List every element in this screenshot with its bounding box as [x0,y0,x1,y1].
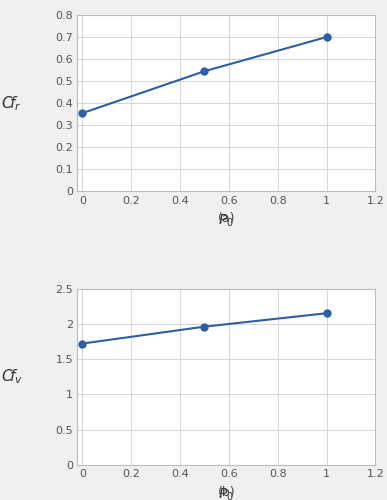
X-axis label: $P_0$: $P_0$ [218,486,235,500]
Text: $C\!f_v$: $C\!f_v$ [1,368,22,386]
Text: (a): (a) [217,212,235,226]
X-axis label: $P_0$: $P_0$ [218,212,235,229]
Text: $C\!f_r$: $C\!f_r$ [2,94,22,112]
Text: (b): (b) [217,486,235,499]
